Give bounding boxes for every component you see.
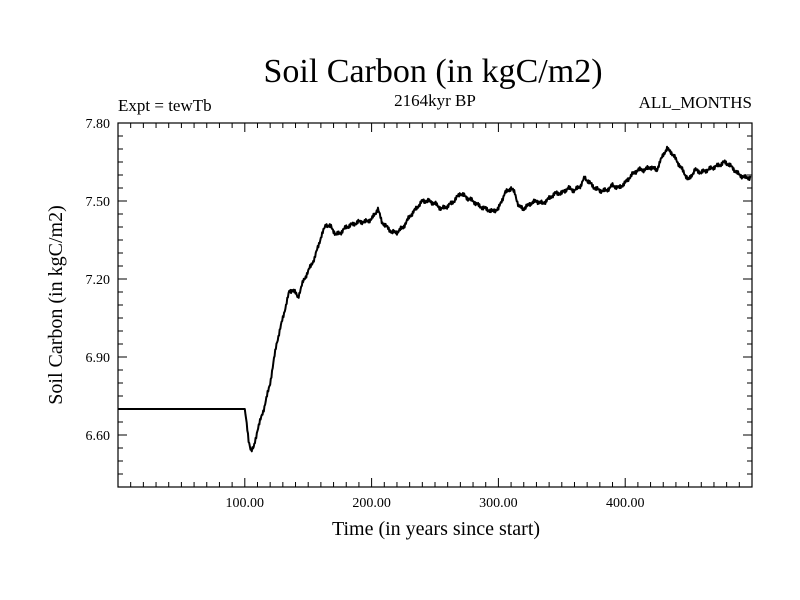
axis-ticks: [118, 123, 752, 487]
y-tick-label: 7.80: [86, 117, 111, 132]
x-tick-label: 400.00: [606, 496, 645, 511]
y-tick-label: 7.50: [86, 195, 111, 210]
x-tick-label: 200.00: [352, 496, 391, 511]
x-axis-label: Time (in years since start): [332, 518, 540, 540]
data-series: [117, 145, 752, 453]
chart-title: Soil Carbon (in kgC/m2): [263, 53, 602, 90]
experiment-label: Expt = tewTb: [118, 96, 212, 115]
axis-tick-labels: 100.00 200.00 300.00 400.00 6.60 6.90 7.20 7.50…: [86, 117, 645, 511]
y-tick-label: 6.90: [86, 351, 111, 366]
plot-frame: [117, 122, 753, 488]
y-tick-label: 7.20: [86, 273, 111, 288]
x-tick-label: 100.00: [226, 496, 265, 511]
period-label: 2164kyr BP: [394, 91, 476, 110]
y-axis-label: Soil Carbon (in kgC/m2): [45, 205, 67, 404]
series-line-0: [117, 145, 752, 453]
y-tick-label: 6.60: [86, 429, 111, 444]
months-label: ALL_MONTHS: [639, 93, 752, 112]
plot-area-border: [117, 122, 753, 488]
x-tick-label: 300.00: [479, 496, 518, 511]
